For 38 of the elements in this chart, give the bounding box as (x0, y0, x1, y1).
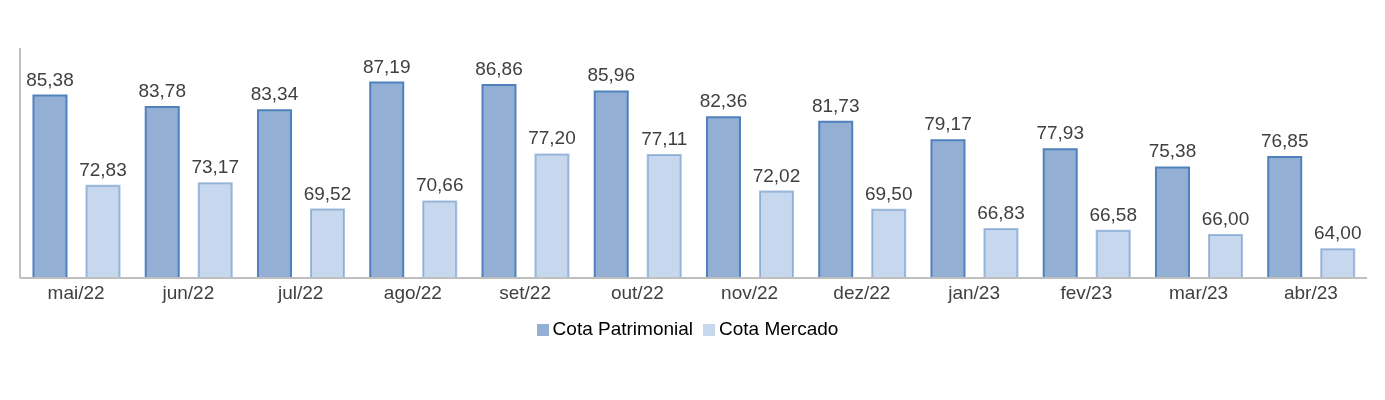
x-tick-label: mar/23 (1169, 282, 1229, 304)
data-label: 79,17 (924, 113, 972, 135)
x-tick-label: ago/22 (383, 282, 442, 304)
data-label: 73,17 (191, 156, 239, 178)
data-label: 83,34 (250, 83, 299, 105)
x-tick-label: jan/23 (947, 282, 1001, 304)
data-label: 85,38 (26, 68, 74, 90)
data-label: 81,73 (811, 94, 860, 116)
data-label: 77,20 (528, 127, 576, 149)
data-label: 77,11 (641, 128, 688, 150)
data-label: 75,38 (1148, 140, 1197, 162)
data-label: 66,58 (1089, 203, 1137, 225)
data-label: 77,93 (1036, 122, 1084, 144)
data-label: 66,83 (977, 201, 1025, 223)
data-label: 85,96 (587, 64, 635, 86)
data-label: 87,19 (362, 55, 411, 77)
x-tick-label: fev/23 (1060, 282, 1113, 304)
data-label: 64,00 (1313, 222, 1362, 244)
data-label: 83,78 (138, 80, 186, 102)
legend-label: Cota Mercado (719, 318, 839, 339)
x-tick-label: set/22 (499, 282, 552, 304)
x-tick-label: abr/23 (1283, 282, 1338, 304)
data-label: 82,36 (699, 90, 748, 112)
legend-label: Cota Patrimonial (552, 318, 694, 339)
x-tick-label: jun/22 (161, 282, 215, 304)
data-label: 72,83 (79, 158, 127, 180)
data-label: 69,52 (303, 182, 352, 204)
data-label: 72,02 (752, 164, 801, 186)
data-label: 70,66 (415, 174, 464, 196)
x-tick-label: jul/22 (276, 282, 324, 304)
x-tick-label: out/22 (610, 282, 664, 304)
data-label: 69,50 (864, 182, 913, 204)
data-label: 66,00 (1201, 207, 1250, 229)
data-label: 86,86 (475, 57, 523, 79)
data-label: 76,85 (1260, 129, 1309, 151)
x-tick-label: dez/22 (833, 282, 891, 304)
x-tick-label: mai/22 (47, 282, 105, 304)
x-tick-label: nov/22 (721, 282, 779, 304)
